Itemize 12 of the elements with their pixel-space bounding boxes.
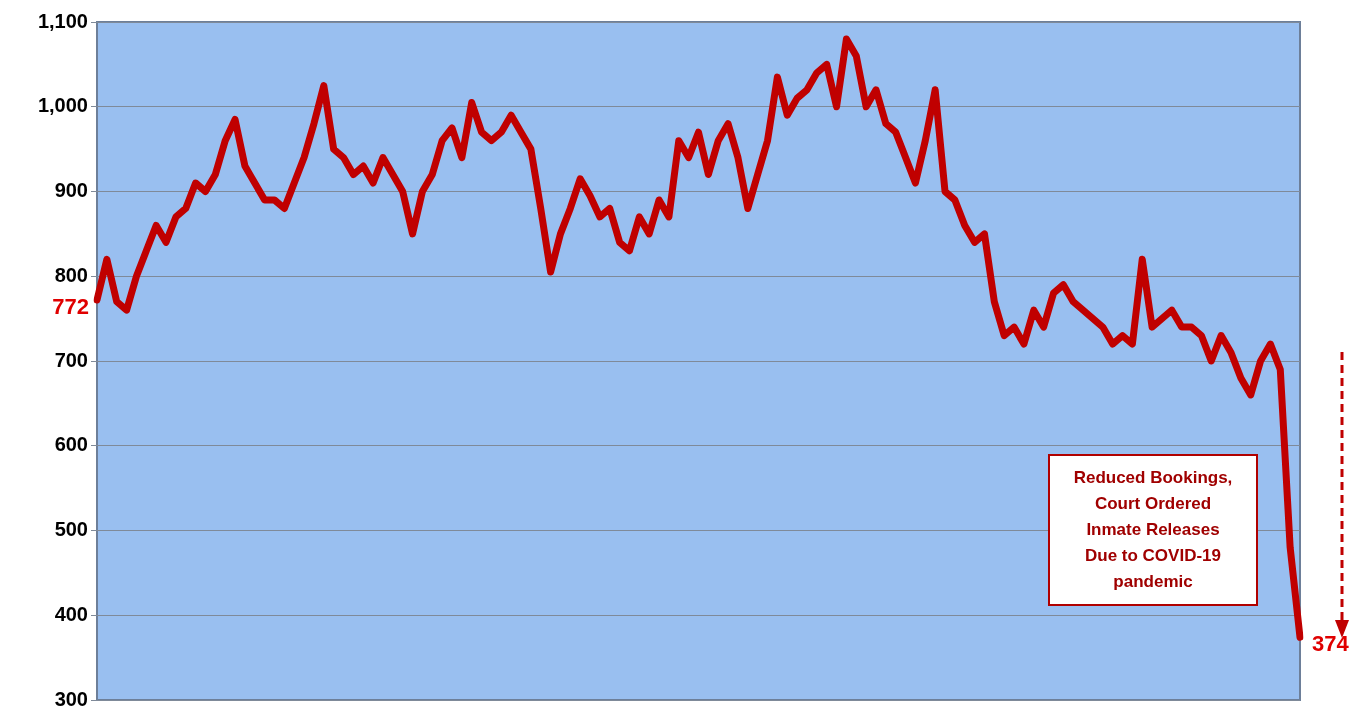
y-tick-label: 300 — [54, 687, 88, 710]
y-tick-label: 400 — [54, 602, 88, 625]
y-tick-label: 500 — [54, 518, 88, 541]
text: 374 — [1312, 631, 1350, 657]
y-tick-label: 900 — [54, 179, 88, 202]
y-tick-label: 1,000 — [37, 94, 88, 117]
y-tick-label: 600 — [54, 433, 88, 456]
annotation: Reduced Bookings, Court Ordered Inmate Releases Due to COVID-19 pandemic — [1073, 467, 1233, 591]
y-tick-label: 700 — [54, 348, 88, 371]
text: 772 — [52, 294, 89, 320]
y-tick-label: 800 — [54, 263, 88, 286]
y-tick-label: 1,100 — [37, 9, 88, 32]
